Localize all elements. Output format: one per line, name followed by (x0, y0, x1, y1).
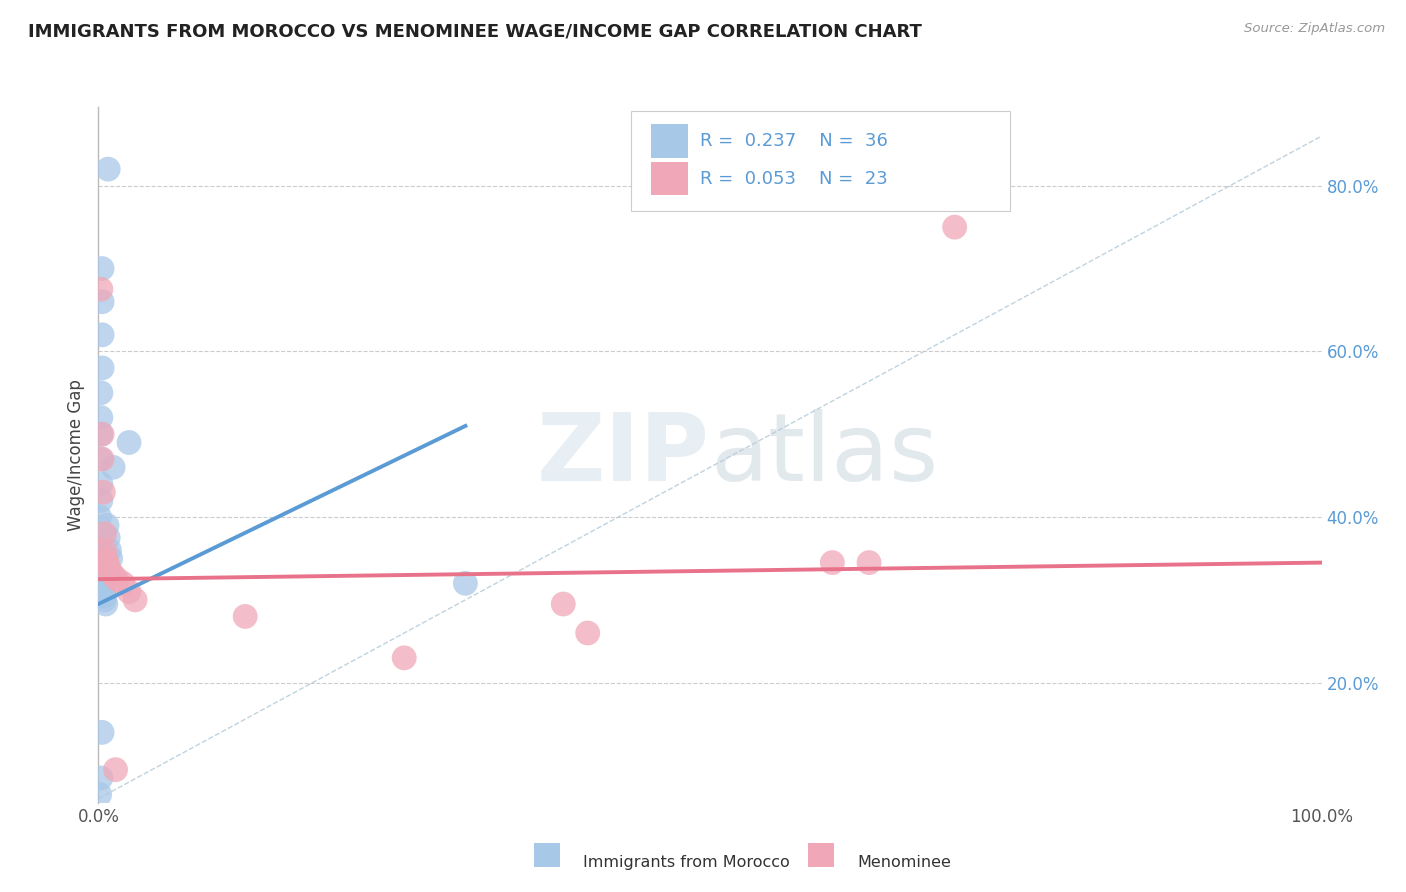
Point (124, 592, 146, 607)
Point (90, 410, 112, 425)
Point (91, 725, 114, 739)
Point (89, 568, 111, 582)
Point (98, 543, 121, 558)
Point (91, 584, 114, 599)
Point (90, 493, 112, 508)
Point (118, 584, 141, 599)
FancyBboxPatch shape (651, 162, 688, 195)
Point (93, 589, 115, 603)
Point (89, 526, 111, 541)
Point (89, 576, 111, 591)
Point (93, 526, 115, 541)
Point (98, 564, 121, 578)
Point (91, 327, 114, 342)
Text: Menominee: Menominee (858, 855, 952, 870)
FancyBboxPatch shape (630, 111, 1010, 211)
Text: atlas: atlas (710, 409, 938, 501)
Point (97, 162, 120, 177)
Point (97, 531, 120, 545)
Point (89, 564, 111, 578)
Point (93, 543, 115, 558)
Text: Immigrants from Morocco: Immigrants from Morocco (583, 855, 790, 870)
Point (91, 261, 114, 276)
Point (454, 576, 477, 591)
Point (90, 452, 112, 467)
Text: Source: ZipAtlas.com: Source: ZipAtlas.com (1244, 22, 1385, 36)
Point (96, 518, 118, 533)
Point (91, 485, 114, 500)
Point (90, 771, 112, 785)
Point (576, 626, 599, 640)
Point (553, 597, 575, 611)
Point (94, 597, 117, 611)
Point (943, 220, 966, 235)
Point (91, 427, 114, 442)
Point (93, 592, 115, 607)
Text: R =  0.237    N =  36: R = 0.237 N = 36 (700, 132, 889, 150)
Point (89, 556, 111, 570)
Point (91, 581, 114, 595)
FancyBboxPatch shape (651, 124, 688, 158)
Point (821, 556, 844, 570)
Point (90, 282, 112, 296)
Point (97, 559, 120, 574)
Point (89, 788, 111, 802)
Point (392, 651, 416, 665)
Point (90, 427, 112, 442)
Point (96, 556, 118, 570)
Point (858, 556, 880, 570)
Point (89, 547, 111, 561)
Point (90, 385, 112, 400)
Point (89, 559, 111, 574)
Point (101, 568, 124, 582)
Text: R =  0.053    N =  23: R = 0.053 N = 23 (700, 169, 889, 187)
Point (105, 572, 128, 586)
Point (91, 294, 114, 309)
Point (94, 551, 117, 566)
Point (233, 609, 256, 624)
Point (111, 576, 134, 591)
Point (89, 572, 111, 586)
Point (89, 539, 111, 553)
Point (89, 510, 111, 524)
Text: ZIP: ZIP (537, 409, 710, 501)
Point (91, 361, 114, 376)
Text: IMMIGRANTS FROM MOROCCO VS MENOMINEE WAGE/INCOME GAP CORRELATION CHART: IMMIGRANTS FROM MOROCCO VS MENOMINEE WAG… (28, 22, 922, 40)
Point (118, 435, 141, 450)
Y-axis label: Wage/Income Gap: Wage/Income Gap (67, 379, 86, 531)
Point (90, 476, 112, 491)
Point (101, 460, 124, 475)
Point (91, 452, 114, 467)
Point (104, 763, 127, 777)
Point (100, 551, 122, 566)
